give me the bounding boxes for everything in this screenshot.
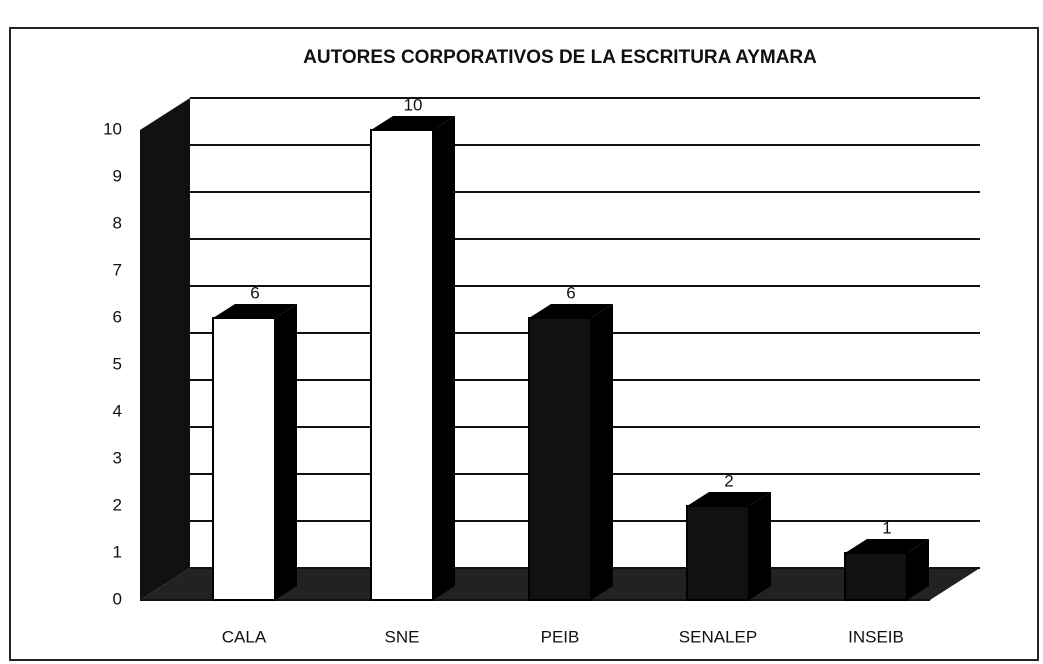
y-tick-label: 6 xyxy=(113,307,122,326)
bar-top xyxy=(687,492,771,506)
data-label: 2 xyxy=(724,471,733,490)
y-tick-label: 4 xyxy=(113,401,122,420)
bar-top xyxy=(845,539,929,553)
y-tick-label: 5 xyxy=(113,354,122,373)
y-tick-label: 10 xyxy=(103,119,122,138)
left-wall xyxy=(140,98,190,600)
bar-top xyxy=(213,304,297,318)
bar-side xyxy=(749,492,771,600)
bar-side xyxy=(275,304,297,600)
bar xyxy=(528,317,592,601)
x-tick-label: SENALEP xyxy=(679,627,757,646)
y-tick-label: 0 xyxy=(113,589,122,608)
bar-side xyxy=(907,539,929,600)
y-tick-label: 1 xyxy=(113,542,122,561)
x-tick-label: INSEIB xyxy=(848,627,904,646)
bar-top xyxy=(371,116,455,130)
x-tick-label: SNE xyxy=(385,627,420,646)
x-tick-label: PEIB xyxy=(541,627,580,646)
data-label: 6 xyxy=(566,283,575,302)
bar xyxy=(844,552,908,601)
bar-top xyxy=(529,304,613,318)
data-label: 10 xyxy=(404,95,423,114)
data-label: 1 xyxy=(882,518,891,537)
bar-side xyxy=(433,116,455,600)
x-tick-label: CALA xyxy=(222,627,267,646)
data-label: 6 xyxy=(250,283,259,302)
bar-side xyxy=(591,304,613,600)
y-tick-label: 2 xyxy=(113,495,122,514)
chart-title: AUTORES CORPORATIVOS DE LA ESCRITURA AYM… xyxy=(303,47,817,68)
chart-frame xyxy=(9,27,1039,661)
bar xyxy=(212,317,276,601)
y-tick-label: 8 xyxy=(113,213,122,232)
y-tick-label: 7 xyxy=(113,260,122,279)
y-tick-label: 3 xyxy=(113,448,122,467)
bar xyxy=(370,129,434,601)
bar xyxy=(686,505,750,601)
y-tick-label: 9 xyxy=(113,166,122,185)
